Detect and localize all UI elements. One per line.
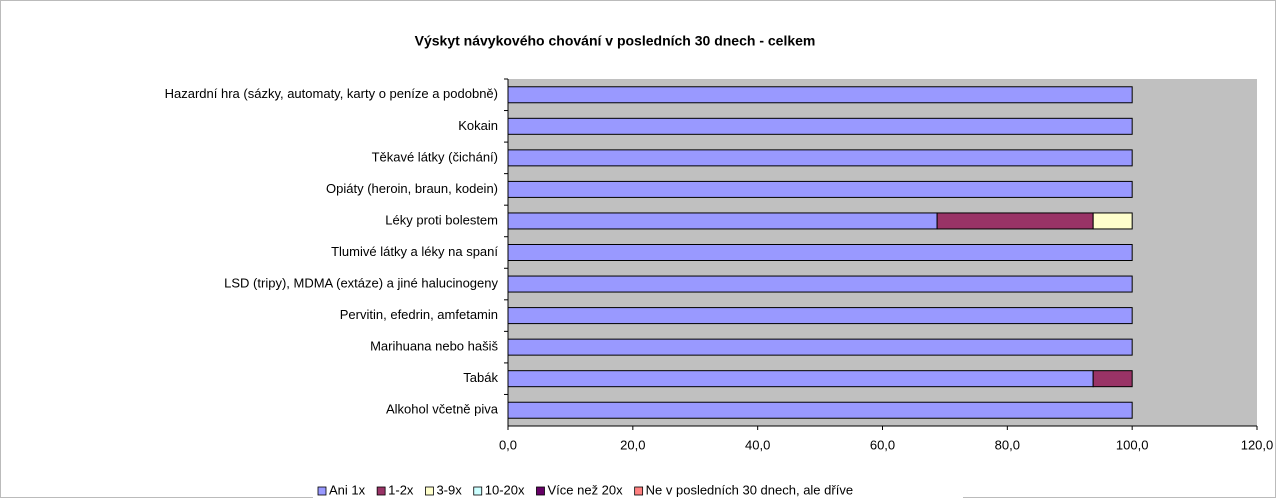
y-tick-label: Kokain [458,118,498,133]
bar-segment [507,212,938,230]
y-tick-label: Opiáty (heroin, braun, kodein) [326,181,498,196]
bar-segment [507,275,1133,293]
y-tick-label: Marihuana nebo hašiš [370,339,498,354]
x-tick-label: 40,0 [745,437,770,452]
y-tick-label: Těkavé látky (čichání) [372,149,498,164]
legend-label: Ne v posledních 30 dnech, ale dříve [646,482,853,497]
y-tick-label: Pervitin, efedrin, amfetamin [340,307,498,322]
x-tick-label: 100,0 [1116,437,1149,452]
bar-segment [507,401,1133,419]
legend-label: 3-9x [436,482,462,497]
x-tick-label: 20,0 [620,437,645,452]
legend-swatch [536,486,545,496]
y-tick-label: Tabák [463,370,498,385]
bar-segment [936,212,1094,230]
legend-swatch [634,486,644,496]
y-tick-label: Alkohol včetně piva [386,402,499,417]
y-tick-label: LSD (tripy), MDMA (extáze) a jiné haluci… [224,275,498,290]
bar-segment [507,370,1094,388]
y-tick-label: Hazardní hra (sázky, automaty, karty o p… [165,86,498,101]
bar-segment [507,180,1133,198]
bar-segment [507,149,1133,167]
x-tick-label: 60,0 [870,437,895,452]
legend-swatch [317,486,327,496]
legend-label: 10-20x [485,482,525,497]
legend-swatch [473,486,483,496]
legend-swatch [376,486,386,496]
y-tick-label: Tlumivé látky a léky na spaní [331,244,498,259]
bar-segment [507,117,1133,135]
bar-segment [1092,370,1133,388]
x-tick-label: 80,0 [995,437,1020,452]
legend-swatch [425,486,434,496]
x-tick-label: 0,0 [499,437,517,452]
bar-segment [507,244,1133,261]
bar-segment [507,307,1133,325]
legend-label: Více než 20x [547,482,623,497]
x-tick-label: 120,0 [1241,437,1274,452]
bar-segment [1092,212,1133,230]
chart-title: Výskyt návykového chování v posledních 3… [415,33,816,49]
y-tick-label: Léky proti bolestem [385,212,498,227]
legend-label: Ani 1x [329,482,366,497]
bar-segment [507,86,1133,104]
legend-label: 1-2x [388,482,414,497]
bar-segment [507,338,1133,356]
